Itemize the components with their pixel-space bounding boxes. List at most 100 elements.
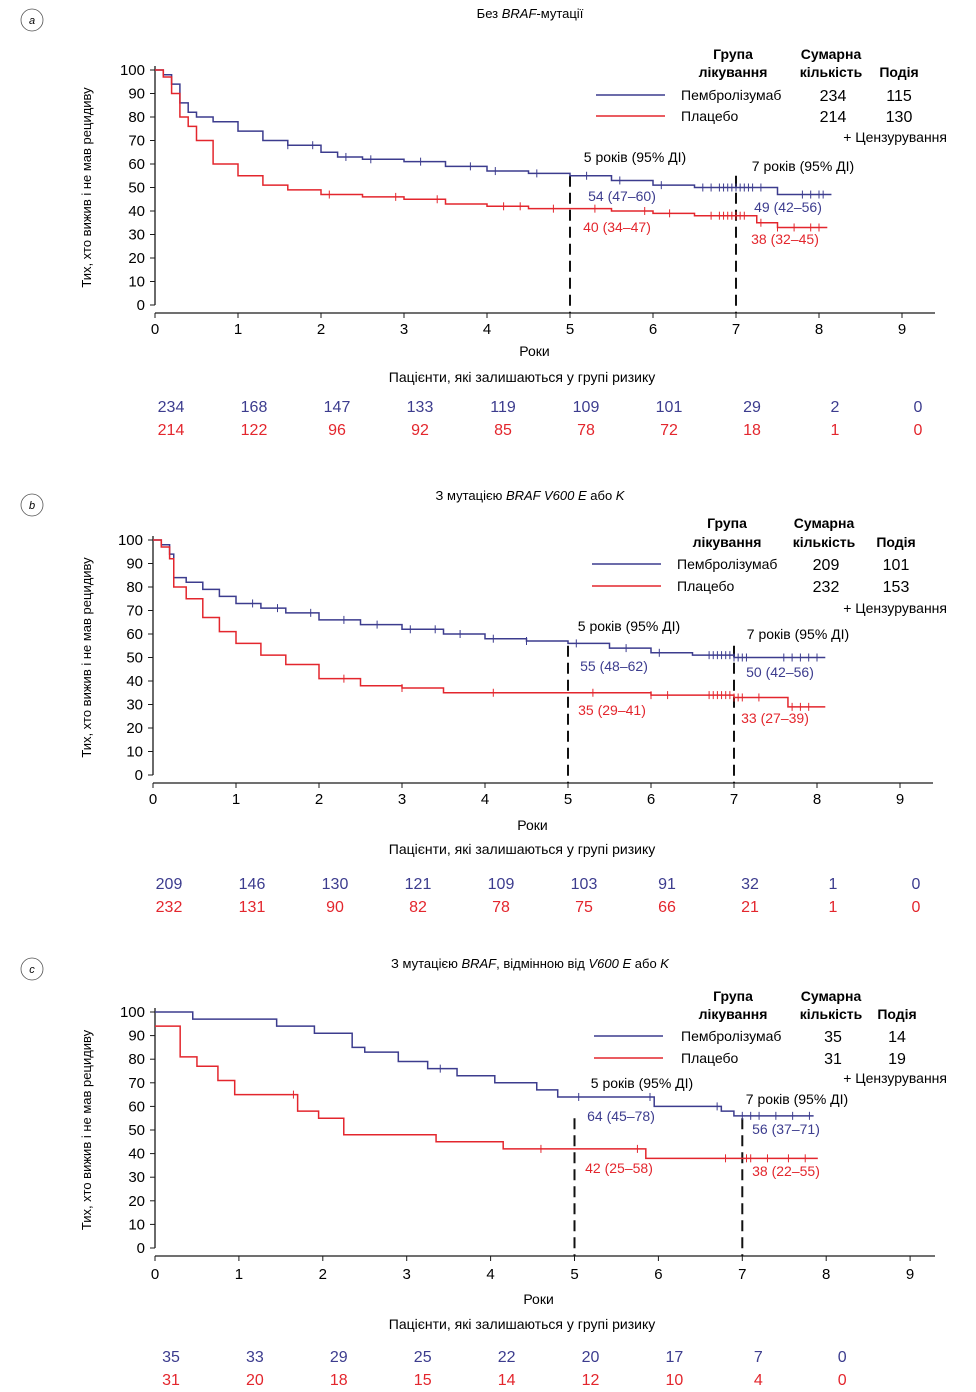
- risk-count-pembro: 91: [658, 876, 676, 893]
- annotation-7-years: 7 років (95% ДІ): [746, 1091, 848, 1107]
- x-tick-label: 9: [898, 321, 906, 338]
- legend-header-group: Група: [713, 46, 753, 62]
- chart-title-part: -мутації: [536, 6, 583, 21]
- x-tick-label: 2: [319, 1266, 327, 1283]
- risk-count-placebo: 96: [328, 422, 346, 439]
- risk-count-placebo: 31: [162, 1372, 180, 1389]
- legend-header-total: Сумарна: [794, 515, 855, 531]
- risk-count-placebo: 0: [912, 899, 921, 916]
- legend-events-pembro: 14: [888, 1029, 906, 1046]
- x-tick-label: 8: [822, 1266, 830, 1283]
- legend-name-pembro: Пембролізумаб: [681, 1028, 781, 1044]
- x-tick-label: 5: [564, 791, 572, 808]
- legend-header-group: лікування: [699, 64, 768, 80]
- y-tick-label: 60: [128, 1098, 145, 1115]
- risk-count-placebo: 75: [575, 899, 593, 916]
- y-tick-label: 40: [126, 673, 143, 690]
- annotation-placebo-7: 38 (22–55): [752, 1163, 820, 1179]
- annotation-5-years: 5 років (95% ДІ): [591, 1075, 693, 1091]
- panel-letter-circle: [20, 493, 44, 517]
- chart-title-part: BRAF: [461, 956, 497, 971]
- y-tick-label: 60: [128, 156, 145, 173]
- y-tick-label: 10: [128, 274, 145, 291]
- x-tick-label: 0: [151, 321, 159, 338]
- chart-title-part: Без: [477, 6, 502, 21]
- risk-count-pembro: 103: [571, 876, 598, 893]
- legend-events-pembro: 115: [886, 88, 912, 105]
- risk-count-pembro: 33: [246, 1349, 264, 1366]
- risk-table-title: Пацієнти, які залишаються у групі ризику: [389, 1316, 656, 1332]
- risk-count-pembro: 234: [158, 399, 185, 416]
- risk-count-pembro: 29: [743, 399, 761, 416]
- annotation-pembro-5: 55 (48–62): [580, 658, 648, 674]
- x-tick-label: 0: [149, 791, 157, 808]
- risk-count-pembro: 121: [405, 876, 432, 893]
- chart-title-part: або: [587, 488, 616, 503]
- risk-count-pembro: 2: [831, 399, 840, 416]
- risk-count-pembro: 35: [162, 1349, 180, 1366]
- annotation-7-years: 7 років (95% ДІ): [752, 158, 854, 174]
- legend-total-placebo: 214: [820, 109, 847, 126]
- legend-total-pembro: 234: [820, 88, 847, 105]
- chart-title: Без BRAF-мутації: [477, 6, 584, 21]
- x-tick-label: 7: [730, 791, 738, 808]
- risk-count-placebo: 72: [660, 422, 678, 439]
- annotation-pembro-5: 54 (47–60): [588, 188, 656, 204]
- annotation-placebo-5: 42 (25–58): [585, 1160, 653, 1176]
- legend-header-events: Подія: [879, 64, 918, 80]
- risk-count-pembro: 20: [582, 1349, 600, 1366]
- x-tick-label: 6: [654, 1266, 662, 1283]
- risk-count-placebo: 0: [838, 1372, 847, 1389]
- legend-header-events: Подія: [877, 1006, 916, 1022]
- x-tick-label: 1: [234, 321, 242, 338]
- y-tick-label: 100: [120, 1004, 145, 1021]
- risk-count-placebo: 131: [239, 899, 266, 916]
- risk-count-pembro: 130: [322, 876, 349, 893]
- legend-events-placebo: 153: [883, 579, 910, 596]
- panel-letter: b: [29, 500, 35, 512]
- y-tick-label: 0: [135, 767, 143, 784]
- y-axis-label: Тих, хто вижив і не мав рецидиву: [79, 1029, 94, 1230]
- risk-count-placebo: 78: [492, 899, 510, 916]
- y-tick-label: 30: [128, 227, 145, 244]
- panel-letter: c: [29, 964, 35, 976]
- chart-title-part: V600 E: [589, 956, 632, 971]
- x-tick-label: 4: [483, 321, 491, 338]
- chart-title: З мутацією BRAF, відмінною від V600 E аб…: [391, 956, 670, 971]
- x-tick-label: 5: [570, 1266, 578, 1283]
- risk-count-pembro: 7: [754, 1349, 763, 1366]
- risk-count-pembro: 147: [324, 399, 351, 416]
- legend-header-events: Подія: [876, 534, 915, 550]
- legend-header-total: кількість: [800, 1006, 863, 1022]
- y-tick-label: 40: [128, 203, 145, 220]
- risk-count-placebo: 4: [754, 1372, 763, 1389]
- y-tick-label: 20: [128, 250, 145, 267]
- legend-censor-note: + Цензурування: [843, 1070, 947, 1086]
- y-tick-label: 90: [126, 556, 143, 573]
- risk-count-pembro: 119: [490, 399, 516, 416]
- km-curve-pembro: [155, 69, 832, 196]
- x-tick-label: 0: [151, 1266, 159, 1283]
- x-tick-label: 8: [813, 791, 821, 808]
- chart-title-part: , відмінною від: [496, 956, 588, 971]
- chart-title-part: або: [631, 956, 660, 971]
- legend-name-pembro: Пембролізумаб: [681, 87, 781, 103]
- y-tick-label: 0: [137, 297, 145, 314]
- y-tick-label: 90: [128, 86, 145, 103]
- x-tick-label: 3: [403, 1266, 411, 1283]
- risk-count-pembro: 17: [666, 1349, 684, 1366]
- annotation-pembro-7: 56 (37–71): [752, 1121, 820, 1137]
- y-tick-label: 50: [126, 650, 143, 667]
- risk-count-placebo: 0: [914, 422, 923, 439]
- x-tick-label: 2: [317, 321, 325, 338]
- x-tick-label: 6: [647, 791, 655, 808]
- risk-count-placebo: 90: [326, 899, 344, 916]
- y-tick-label: 50: [128, 180, 145, 197]
- panel-letter: a: [29, 15, 35, 27]
- annotation-placebo-5: 35 (29–41): [578, 702, 646, 718]
- risk-count-placebo: 15: [414, 1372, 432, 1389]
- risk-count-pembro: 1: [829, 876, 838, 893]
- risk-table-title: Пацієнти, які залишаються у групі ризику: [389, 369, 656, 385]
- risk-count-placebo: 122: [241, 422, 268, 439]
- km-curve-placebo: [155, 1025, 818, 1160]
